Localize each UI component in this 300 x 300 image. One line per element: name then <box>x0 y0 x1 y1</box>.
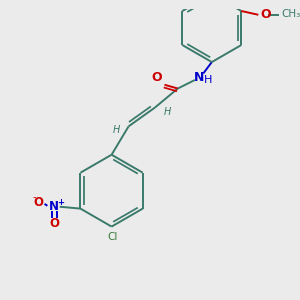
Text: H: H <box>112 125 120 135</box>
Text: CH₃: CH₃ <box>281 9 300 19</box>
Text: O: O <box>152 71 162 84</box>
Text: O: O <box>34 196 44 209</box>
Text: O: O <box>49 217 59 230</box>
Text: +: + <box>57 197 64 206</box>
Text: Cl: Cl <box>107 232 118 242</box>
Text: H: H <box>164 107 171 117</box>
Text: N: N <box>194 71 204 84</box>
Text: -: - <box>32 192 36 202</box>
Text: H: H <box>204 75 212 85</box>
Text: N: N <box>49 200 59 213</box>
Text: O: O <box>260 8 271 21</box>
